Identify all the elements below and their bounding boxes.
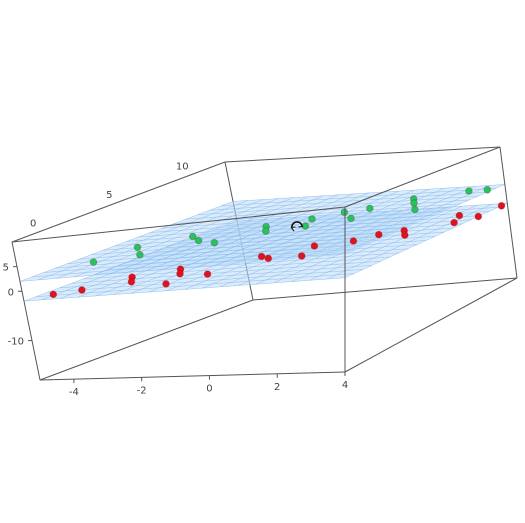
bounding-box-back bbox=[39, 146, 518, 381]
data-point-series-1 bbox=[455, 211, 464, 220]
box-edge bbox=[11, 241, 41, 381]
x-tick-label: -2 bbox=[137, 385, 147, 396]
data-point-series-1 bbox=[497, 201, 506, 210]
data-point-series-1 bbox=[264, 254, 273, 263]
plane-grid-line bbox=[221, 188, 496, 207]
y-tick-label: 0 bbox=[30, 219, 36, 230]
data-point-series-0 bbox=[365, 204, 374, 213]
data-point-series-0 bbox=[89, 258, 98, 267]
box-edge bbox=[252, 277, 518, 301]
plane-grid-line bbox=[225, 207, 499, 226]
data-point-series-1 bbox=[374, 230, 383, 239]
data-point-series-1 bbox=[474, 212, 483, 221]
box-edge bbox=[344, 146, 501, 208]
data-point-series-0 bbox=[410, 199, 418, 208]
data-point-series-1 bbox=[297, 252, 306, 260]
plane-grid-line bbox=[201, 215, 481, 235]
box-edge bbox=[39, 299, 254, 381]
data-point-series-0 bbox=[136, 250, 144, 259]
data-point-series-1 bbox=[450, 218, 459, 227]
rotate-cursor-icon bbox=[290, 221, 304, 232]
data-point-series-0 bbox=[411, 205, 419, 214]
planes bbox=[19, 184, 508, 302]
plane-grid-line bbox=[232, 184, 505, 202]
plane-grid-line bbox=[327, 203, 493, 280]
data-point-series-1 bbox=[127, 278, 136, 286]
plane-grid-line bbox=[197, 195, 479, 216]
data-point-series-0 bbox=[347, 214, 355, 223]
data-point-series-0 bbox=[483, 185, 492, 194]
x-tick-label: 4 bbox=[342, 380, 348, 391]
data-point-series-1 bbox=[78, 286, 86, 294]
z-tick-label: 5 bbox=[3, 263, 9, 274]
z-tick-label: -10 bbox=[8, 337, 24, 348]
data-point-series-1 bbox=[49, 290, 58, 299]
data-point-series-0 bbox=[194, 236, 203, 245]
data-point-series-0 bbox=[340, 208, 349, 217]
box-edge bbox=[344, 277, 518, 373]
z-tick-label: 0 bbox=[8, 287, 14, 298]
x-tick-label: 0 bbox=[206, 384, 212, 395]
plane-grid-line bbox=[236, 202, 508, 222]
box-edge bbox=[11, 206, 346, 243]
x-tick-label: -4 bbox=[69, 387, 79, 398]
data-point-series-1 bbox=[349, 237, 358, 245]
data-points bbox=[49, 185, 506, 299]
data-point-series-1 bbox=[400, 231, 409, 240]
y-tick-label: 5 bbox=[106, 190, 112, 201]
box-edge bbox=[39, 371, 346, 381]
axis-ticks: -4 -2 0 2 4 -10 0 5 0 5 10 bbox=[3, 161, 349, 398]
bounding-box-front bbox=[11, 146, 518, 381]
plane-grid-line bbox=[309, 204, 478, 281]
data-point-series-1 bbox=[162, 280, 170, 288]
data-point-series-0 bbox=[308, 215, 316, 223]
box-edge bbox=[224, 146, 501, 163]
data-point-series-1 bbox=[310, 242, 319, 250]
plane-grid-line bbox=[209, 191, 488, 211]
box-edge bbox=[499, 146, 518, 279]
data-point-series-0 bbox=[465, 187, 473, 195]
data-point-series-1 bbox=[176, 269, 184, 278]
data-point-series-0 bbox=[188, 232, 197, 241]
data-point-series-1 bbox=[257, 252, 266, 261]
data-point-series-0 bbox=[210, 238, 219, 247]
data-point-series-0 bbox=[133, 243, 142, 252]
x-tick-label: 2 bbox=[274, 382, 280, 393]
data-point-series-1 bbox=[203, 270, 212, 279]
box-edge bbox=[11, 161, 226, 243]
data-point-series-0 bbox=[261, 227, 270, 236]
y-tick-label: 10 bbox=[176, 161, 189, 172]
